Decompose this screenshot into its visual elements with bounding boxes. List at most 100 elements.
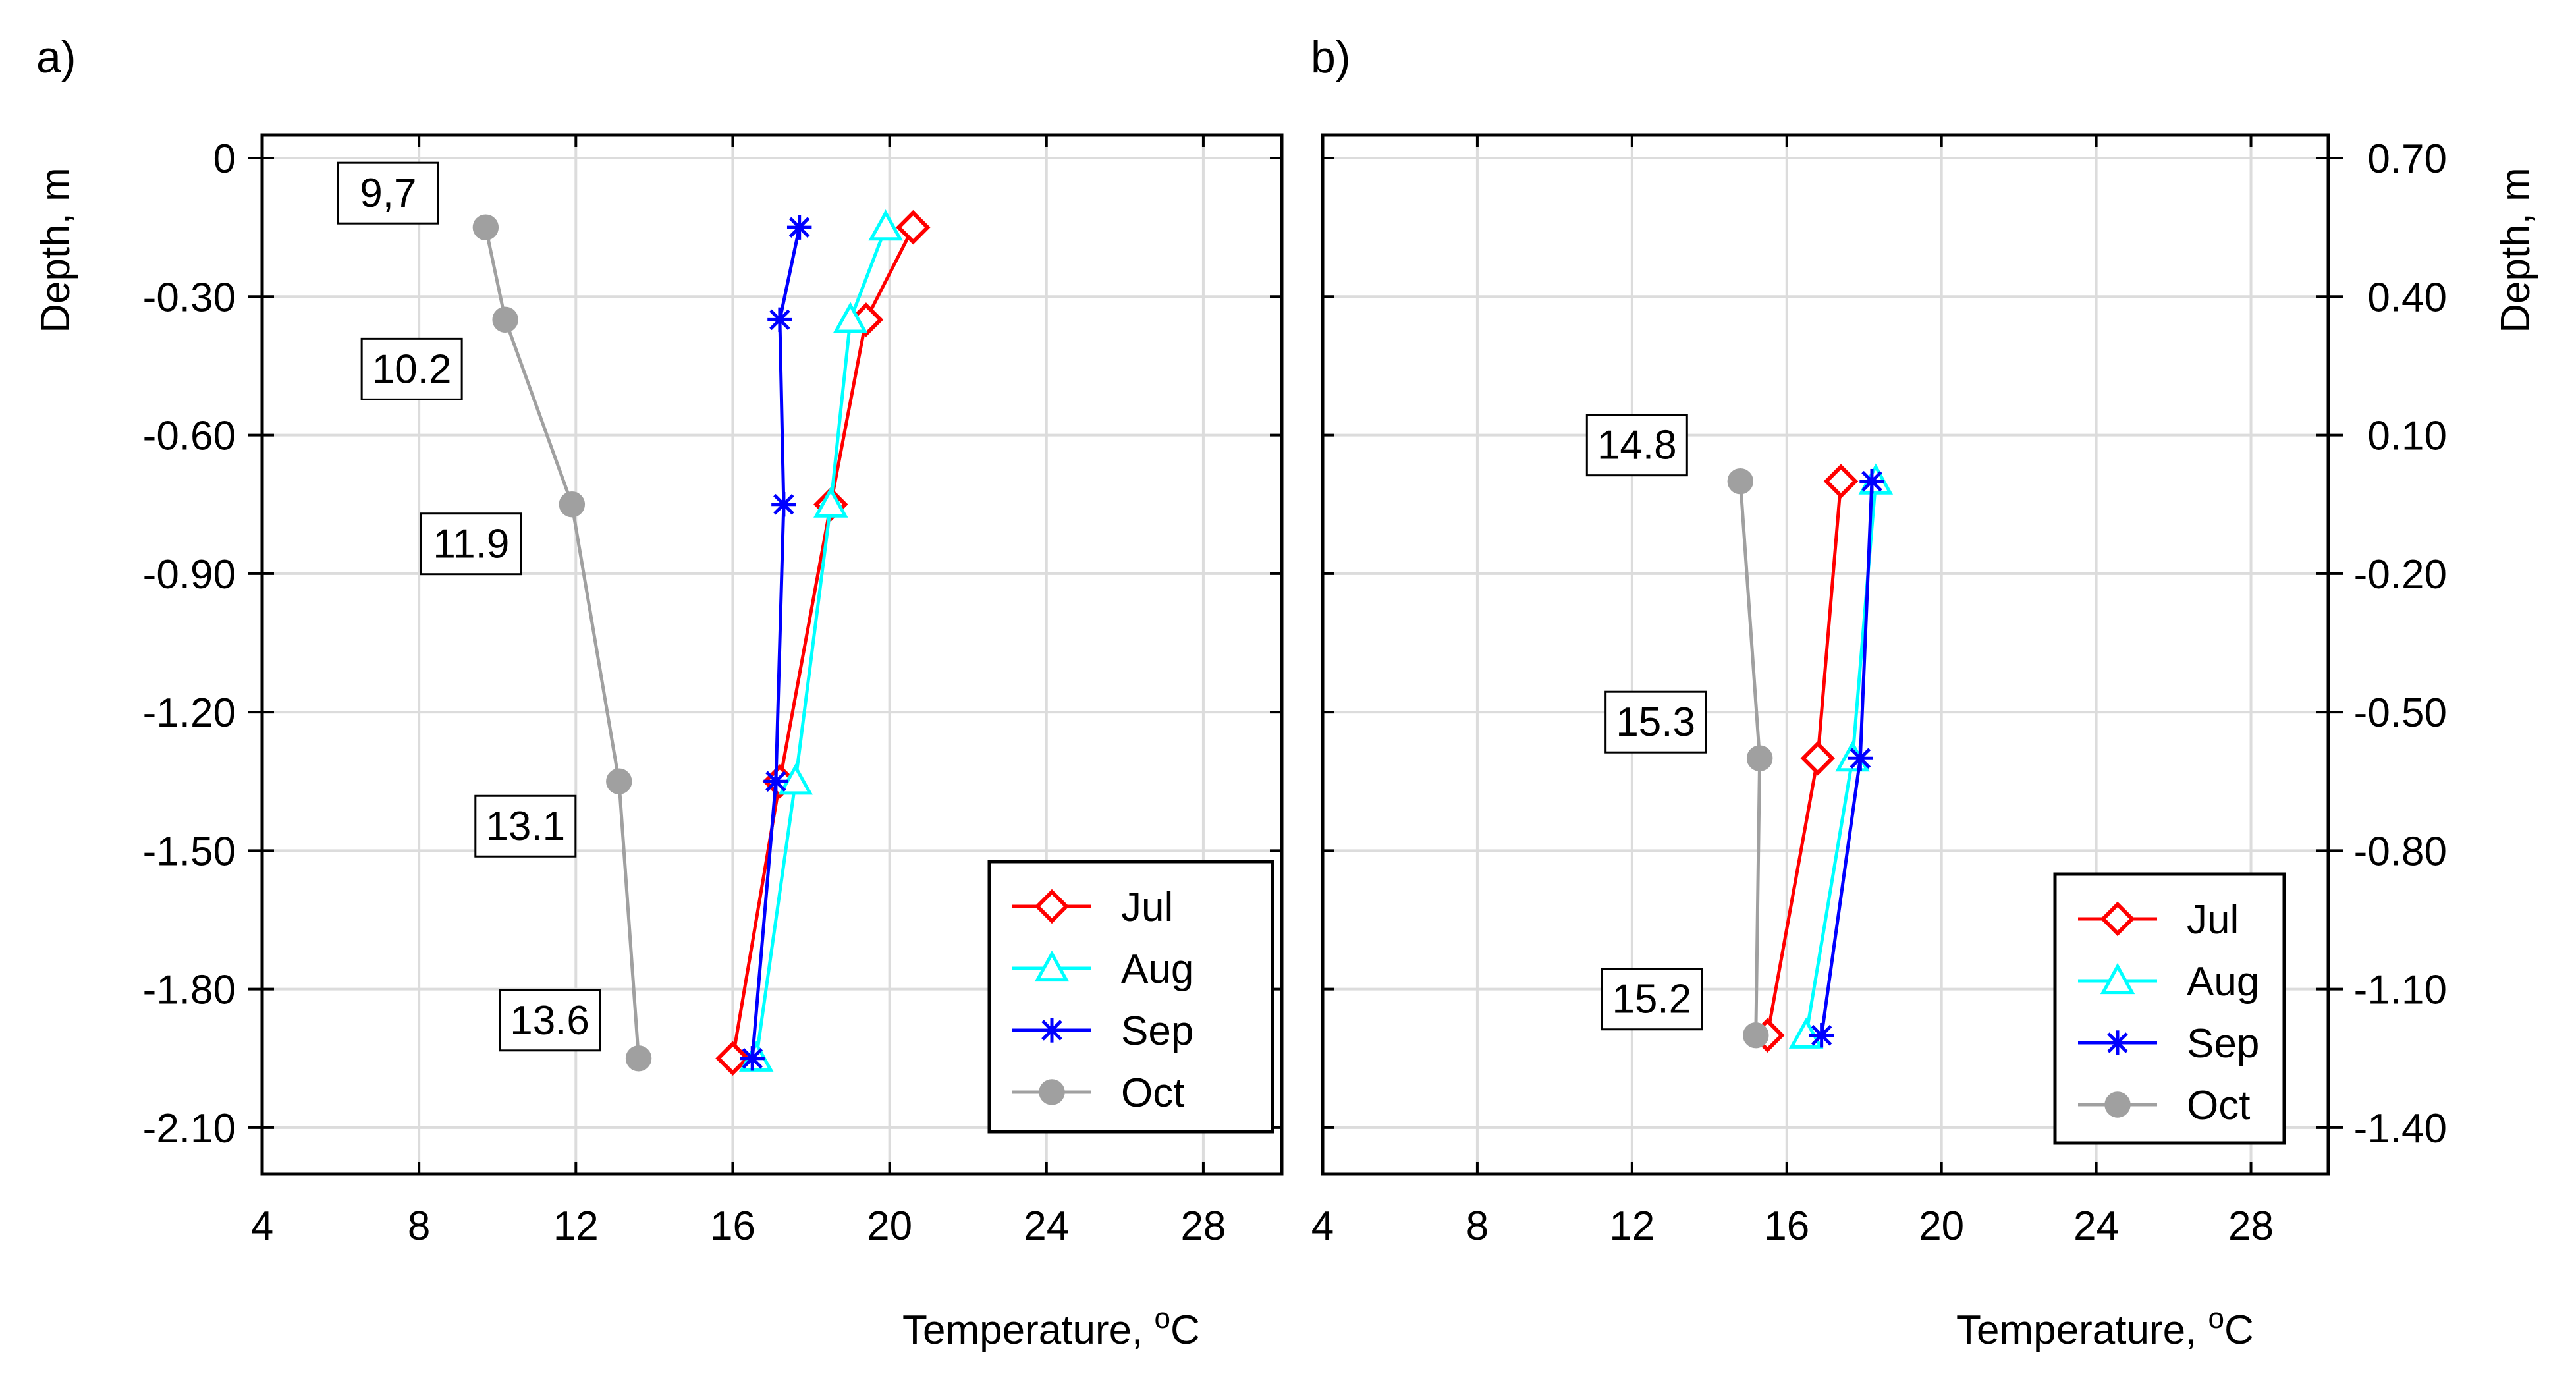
legend-marker — [2100, 901, 2135, 937]
data-point-jul — [1800, 740, 1835, 776]
legend-item-jul: Jul — [1012, 885, 1173, 930]
annotation-label: 13.6 — [510, 998, 589, 1043]
data-point-oct — [606, 768, 632, 794]
annotation-label: 15.2 — [1612, 977, 1691, 1022]
series-sep — [1809, 468, 1884, 1048]
x-tick-label: 28 — [1180, 1203, 1226, 1249]
x-tick-label: 24 — [2073, 1203, 2119, 1249]
x-tick-label: 16 — [1764, 1203, 1809, 1249]
legend-label: Aug — [2187, 959, 2259, 1005]
data-point-sep — [763, 769, 788, 794]
series-line-sep — [750, 227, 802, 1059]
y-axis-label: Depth, m — [2493, 167, 2538, 333]
legend-item-oct: Oct — [1012, 1070, 1184, 1116]
plot-frame — [1321, 133, 2330, 1176]
data-point-aug — [833, 302, 868, 333]
legend-label: Jul — [1121, 885, 1173, 930]
data-point-sep — [740, 1046, 765, 1071]
y-axis-label: Depth, m — [33, 167, 78, 333]
x-tick-label: 4 — [1311, 1203, 1334, 1249]
series-oct — [472, 214, 652, 1072]
data-point-oct — [1746, 745, 1773, 771]
legend: Jul Aug Sep Oct — [2053, 872, 2286, 1145]
data-point-sep — [786, 215, 812, 240]
x-axis-label-unit: C — [2224, 1308, 2254, 1353]
y-tick-label: 0.40 — [2367, 275, 2447, 320]
panel-b: b) 4 8 12 16 20 24 28 0.70 0.40 0.10 -0.20 -0.50 -0.8… — [1311, 32, 2538, 1353]
y-tick-label: -0.30 — [143, 275, 236, 320]
data-point-jul — [715, 1041, 750, 1076]
annotation-box: 10.2 — [360, 337, 463, 400]
x-tick-label: 24 — [1024, 1203, 1069, 1249]
data-point-sep — [1859, 468, 1884, 494]
y-tick-label: -1.40 — [2354, 1106, 2447, 1151]
legend-label: Sep — [2187, 1021, 2259, 1066]
x-tick-label: 8 — [1466, 1203, 1489, 1249]
data-point-oct — [559, 491, 586, 518]
series-jul — [715, 209, 931, 1076]
y-tick-label: -0.50 — [2354, 690, 2447, 736]
legend: Jul Aug Sep Oct — [987, 860, 1274, 1134]
panel-a: a) 4 8 12 16 20 24 28 0 -0.30 -0.60 -0.90 -1.20 -1.50… — [33, 32, 1284, 1353]
x-tick-label: 12 — [1609, 1203, 1655, 1249]
annotation-label: 9,7 — [360, 171, 416, 216]
data-point-jul — [896, 209, 931, 245]
legend-marker — [1034, 889, 1070, 924]
data-point-jul — [1823, 464, 1859, 499]
panel-letter: a) — [36, 32, 76, 82]
annotation-box: 13.1 — [474, 794, 577, 858]
x-axis-label-text: Temperature, — [1956, 1308, 2208, 1353]
annotation-label: 15.3 — [1616, 700, 1695, 745]
annotation-label: 11.9 — [433, 522, 509, 567]
y-tick-label: -0.90 — [143, 552, 236, 597]
data-point-sep — [767, 307, 792, 333]
x-axis-label-unit: C — [1170, 1308, 1200, 1353]
y-tick-label: -1.20 — [143, 690, 236, 736]
legend-item-aug: Aug — [2078, 959, 2259, 1005]
legend-item-oct: Oct — [2078, 1083, 2250, 1128]
data-point-oct — [1743, 1022, 1769, 1049]
data-point-oct — [625, 1045, 652, 1072]
y-tick-label: 0.10 — [2367, 414, 2447, 459]
series-line-jul — [730, 227, 915, 1059]
annotation-label: 14.8 — [1597, 423, 1677, 468]
series-sep — [740, 215, 812, 1071]
data-point-sep — [1848, 746, 1873, 771]
annotation-box: 14.8 — [1585, 414, 1688, 477]
x-axis-label-sup: o — [1155, 1302, 1170, 1335]
x-tick-label: 28 — [2228, 1203, 2274, 1249]
x-tick-label: 8 — [408, 1203, 430, 1249]
y-tick-label: -0.80 — [2354, 829, 2447, 874]
annotation-box: 15.3 — [1604, 690, 1707, 754]
y-tick-label: -1.10 — [2354, 968, 2447, 1013]
x-tick-label: 12 — [553, 1203, 599, 1249]
x-axis-label: Temperature, oC — [902, 1302, 1200, 1353]
plot-frame — [260, 133, 1284, 1176]
annotation-label: 13.1 — [485, 804, 565, 849]
y-tick-label: -1.80 — [143, 968, 236, 1013]
y-tick-label: -2.10 — [143, 1106, 236, 1151]
x-axis-label-text: Temperature, — [902, 1308, 1155, 1353]
legend-label: Aug — [1121, 947, 1193, 992]
data-point-oct — [472, 214, 499, 240]
x-tick-label: 20 — [867, 1203, 912, 1249]
data-point-oct — [492, 306, 518, 333]
legend-label: Jul — [2187, 897, 2239, 943]
panel-letter: b) — [1311, 32, 1350, 82]
legend-item-sep: Sep — [2078, 1021, 2259, 1066]
y-tick-label: -0.20 — [2354, 552, 2447, 597]
legend-marker — [2105, 1030, 2130, 1055]
annotation-box: 11.9 — [420, 512, 522, 576]
series-line-aug — [754, 227, 887, 1059]
y-tick-label: 0.70 — [2367, 136, 2447, 182]
series-aug — [738, 209, 903, 1072]
annotation-box: 9,7 — [337, 161, 439, 225]
annotation-label: 10.2 — [372, 346, 452, 392]
x-tick-label: 4 — [251, 1203, 273, 1249]
legend-label: Oct — [1121, 1070, 1184, 1116]
legend-marker — [2104, 1091, 2131, 1118]
legend-marker — [1034, 950, 1070, 982]
x-tick-label: 20 — [1919, 1203, 1964, 1249]
annotation-box: 13.6 — [499, 989, 601, 1052]
